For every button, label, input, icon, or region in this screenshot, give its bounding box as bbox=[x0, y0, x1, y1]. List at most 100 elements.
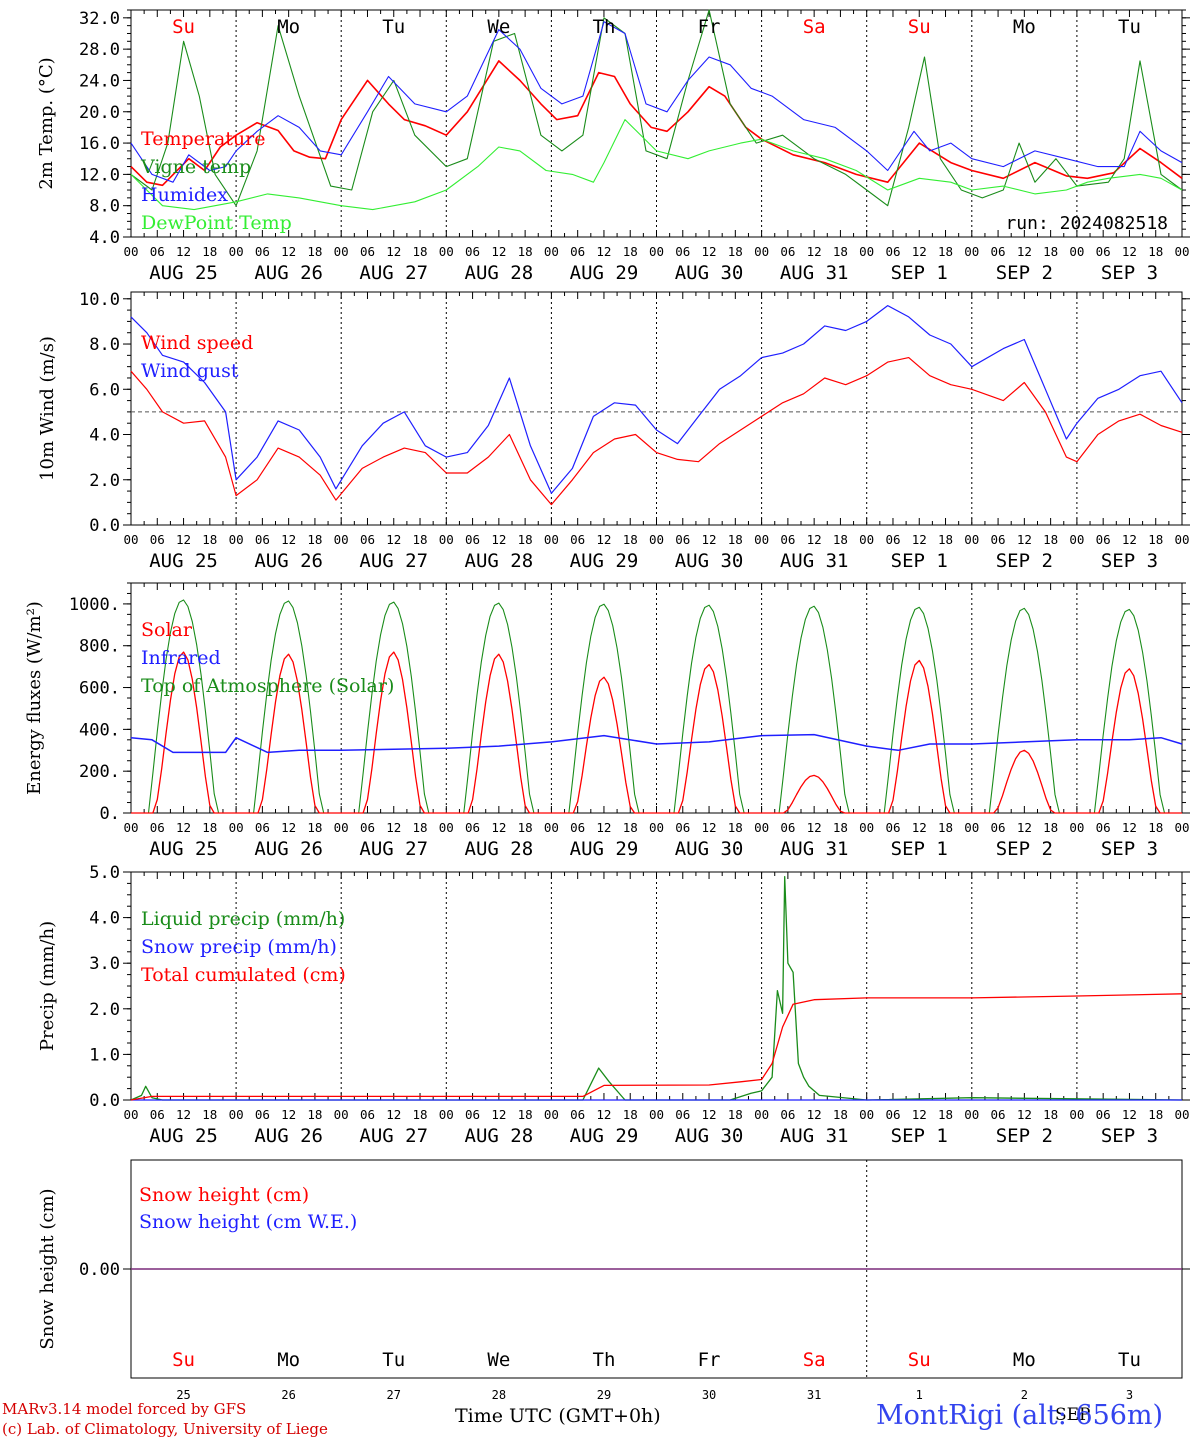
weekday-label: Su bbox=[908, 16, 931, 38]
hour-tick-label: 06 bbox=[150, 1107, 165, 1122]
hour-tick-label: 06 bbox=[570, 820, 585, 835]
hour-tick-label: 18 bbox=[518, 820, 533, 835]
date-label: AUG 27 bbox=[359, 550, 428, 572]
date-label: AUG 25 bbox=[149, 550, 218, 572]
hour-tick-label: 06 bbox=[1096, 532, 1111, 547]
day-number-label: 25 bbox=[176, 1388, 190, 1400]
hour-tick-label: 12 bbox=[491, 244, 506, 259]
day-number-label: 1 bbox=[916, 1388, 923, 1400]
weekday-label: Sa bbox=[803, 1349, 826, 1371]
date-label: AUG 30 bbox=[675, 1125, 744, 1147]
hour-tick-label: 18 bbox=[307, 244, 322, 259]
hour-tick-label: 18 bbox=[412, 244, 427, 259]
date-label: AUG 25 bbox=[149, 838, 218, 860]
date-label: AUG 31 bbox=[780, 262, 849, 284]
hour-tick-label: 12 bbox=[702, 1107, 717, 1122]
hour-tick-label: 06 bbox=[465, 1107, 480, 1122]
y-tick-label: 16.0 bbox=[79, 134, 120, 154]
date-label: AUG 26 bbox=[254, 550, 323, 572]
hour-tick-label: 12 bbox=[912, 820, 927, 835]
date-label: SEP 2 bbox=[996, 262, 1053, 284]
series-line bbox=[130, 357, 1183, 506]
legend-entry: Snow precip (mm/h) bbox=[141, 936, 337, 958]
y-tick-label: 3.0 bbox=[89, 954, 120, 974]
weekday-label: We bbox=[487, 16, 510, 38]
hour-tick-label: 18 bbox=[202, 820, 217, 835]
hour-tick-label: 06 bbox=[150, 532, 165, 547]
hour-tick-label: 00 bbox=[1069, 532, 1084, 547]
weekday-label: Fr bbox=[698, 16, 721, 38]
hour-tick-label: 18 bbox=[938, 1107, 953, 1122]
weekday-label: We bbox=[487, 1349, 510, 1371]
hour-tick-label: 12 bbox=[176, 244, 191, 259]
hour-tick-label: 12 bbox=[1017, 820, 1032, 835]
hour-tick-label: 06 bbox=[885, 244, 900, 259]
date-label: AUG 28 bbox=[465, 262, 534, 284]
weekday-label: Tu bbox=[1118, 1349, 1141, 1371]
hour-tick-label: 00 bbox=[334, 244, 349, 259]
infrared-line bbox=[130, 733, 1183, 754]
date-label: SEP 2 bbox=[996, 550, 1053, 572]
date-label: AUG 26 bbox=[254, 838, 323, 860]
hour-tick-label: 00 bbox=[123, 1107, 138, 1122]
weekday-label: Th bbox=[593, 1349, 616, 1371]
hour-tick-label: 00 bbox=[439, 244, 454, 259]
hour-tick-label: 00 bbox=[964, 1107, 979, 1122]
hour-tick-label: 18 bbox=[728, 820, 743, 835]
hour-tick-label: 06 bbox=[255, 1107, 270, 1122]
y-tick-label: 800. bbox=[79, 637, 120, 657]
hour-tick-label: 00 bbox=[754, 820, 769, 835]
hour-tick-label: 12 bbox=[807, 532, 822, 547]
y-tick-label: 0. bbox=[100, 804, 120, 824]
hour-tick-label: 12 bbox=[386, 532, 401, 547]
hour-tick-label: 12 bbox=[596, 244, 611, 259]
hour-tick-label: 12 bbox=[807, 244, 822, 259]
date-label: AUG 29 bbox=[570, 550, 639, 572]
legend-entry: Temperature bbox=[141, 128, 265, 150]
hour-tick-label: 00 bbox=[123, 820, 138, 835]
hour-tick-label: 18 bbox=[938, 820, 953, 835]
series-line bbox=[130, 21, 1183, 183]
y-tick-label: 1000. bbox=[69, 595, 120, 615]
weekday-label: Tu bbox=[382, 1349, 405, 1371]
hour-tick-label: 00 bbox=[229, 532, 244, 547]
y-tick-label: 6.0 bbox=[89, 380, 120, 400]
date-label: AUG 29 bbox=[570, 838, 639, 860]
date-label: AUG 31 bbox=[780, 838, 849, 860]
hour-tick-label: 00 bbox=[859, 1107, 874, 1122]
hour-tick-label: 00 bbox=[439, 532, 454, 547]
hour-tick-label: 06 bbox=[991, 820, 1006, 835]
hour-tick-label: 12 bbox=[1017, 1107, 1032, 1122]
hour-tick-label: 18 bbox=[202, 244, 217, 259]
hour-tick-label: 12 bbox=[596, 1107, 611, 1122]
hour-tick-label: 00 bbox=[229, 1107, 244, 1122]
date-label: SEP 3 bbox=[1101, 262, 1158, 284]
hour-tick-label: 18 bbox=[1043, 244, 1058, 259]
weekday-label: Mo bbox=[277, 16, 300, 38]
hour-tick-label: 12 bbox=[1122, 820, 1137, 835]
hour-tick-label: 12 bbox=[596, 532, 611, 547]
hour-tick-label: 00 bbox=[754, 532, 769, 547]
hour-tick-label: 00 bbox=[964, 244, 979, 259]
hour-tick-label: 00 bbox=[334, 820, 349, 835]
hour-tick-label: 06 bbox=[780, 244, 795, 259]
weekday-label: Mo bbox=[1013, 1349, 1036, 1371]
hour-tick-label: 18 bbox=[938, 532, 953, 547]
hour-tick-label: 06 bbox=[360, 1107, 375, 1122]
y-tick-label: 28.0 bbox=[79, 40, 120, 60]
hour-tick-label: 06 bbox=[780, 820, 795, 835]
hour-tick-label: 06 bbox=[780, 1107, 795, 1122]
hour-tick-label: 12 bbox=[386, 244, 401, 259]
legend-entry: Solar bbox=[141, 619, 193, 641]
y-tick-label: 0.0 bbox=[89, 516, 120, 536]
y-tick-label: 5.0 bbox=[89, 863, 120, 883]
hour-tick-label: 00 bbox=[334, 1107, 349, 1122]
hour-tick-label: 06 bbox=[255, 820, 270, 835]
date-label: AUG 30 bbox=[675, 550, 744, 572]
hour-tick-label: 18 bbox=[728, 532, 743, 547]
hour-tick-label: 00 bbox=[859, 244, 874, 259]
hour-tick-label: 12 bbox=[702, 244, 717, 259]
hour-tick-label: 12 bbox=[386, 820, 401, 835]
y-axis-label: Snow height (cm) bbox=[37, 1188, 58, 1349]
weekday-label: Fr bbox=[698, 1349, 721, 1371]
